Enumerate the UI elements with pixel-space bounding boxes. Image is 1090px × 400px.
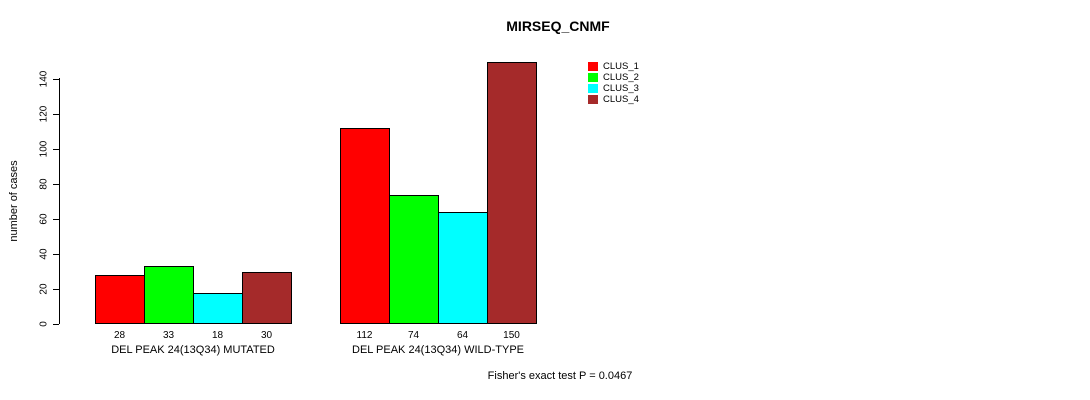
bar-value-label: 112 <box>356 330 373 341</box>
y-tick-mark <box>53 219 59 220</box>
y-tick-label: 20 <box>38 283 50 295</box>
bar-clus_4-group2 <box>487 61 537 324</box>
bar-value-label: 33 <box>162 330 175 341</box>
legend-swatch <box>588 73 598 82</box>
y-tick-label: 0 <box>38 321 50 327</box>
legend-label: CLUS_1 <box>603 61 639 72</box>
legend-item-clus_3: CLUS_3 <box>588 83 639 94</box>
bar-clus_1-group2 <box>340 128 390 324</box>
y-tick-label: 140 <box>38 70 50 88</box>
legend-label: CLUS_2 <box>603 72 639 83</box>
y-tick-mark <box>53 79 59 80</box>
y-tick-label: 60 <box>38 213 50 225</box>
y-tick-label: 120 <box>38 105 50 123</box>
y-tick-mark <box>53 289 59 290</box>
bar-clus_3-group2 <box>438 212 488 324</box>
y-tick-mark <box>53 184 59 185</box>
group-label: DEL PEAK 24(13Q34) WILD-TYPE <box>352 344 524 356</box>
bar-value-label: 74 <box>407 330 420 341</box>
bar-value-label: 64 <box>456 330 469 341</box>
legend-swatch <box>588 62 598 71</box>
legend-swatch <box>588 95 598 104</box>
legend: CLUS_1 CLUS_2 CLUS_3 CLUS_4 <box>588 61 639 105</box>
y-tick-label: 40 <box>38 248 50 260</box>
bar-clus_3-group1 <box>193 292 243 324</box>
legend-item-clus_1: CLUS_1 <box>588 61 639 72</box>
chart-title: MIRSEQ_CNMF <box>506 18 610 34</box>
bar-value-label: 30 <box>260 330 273 341</box>
bar-clus_1-group1 <box>95 275 145 324</box>
y-axis-line <box>59 78 60 324</box>
bar-clus_2-group1 <box>144 266 194 324</box>
y-tick-mark <box>53 254 59 255</box>
bar-clus_4-group1 <box>242 271 292 324</box>
y-tick-label: 80 <box>38 178 50 190</box>
legend-item-clus_2: CLUS_2 <box>588 72 639 83</box>
bar-value-label: 18 <box>211 330 224 341</box>
legend-item-clus_4: CLUS_4 <box>588 94 639 105</box>
bar-value-label: 28 <box>113 330 126 341</box>
y-tick-mark <box>53 149 59 150</box>
y-tick-mark <box>53 114 59 115</box>
legend-label: CLUS_3 <box>603 83 639 94</box>
y-axis-label: number of cases <box>8 160 20 242</box>
bar-value-label: 150 <box>503 330 520 341</box>
y-tick-label: 100 <box>38 140 50 158</box>
legend-label: CLUS_4 <box>603 94 639 105</box>
group-label: DEL PEAK 24(13Q34) MUTATED <box>111 344 275 356</box>
y-tick-mark <box>53 324 59 325</box>
bar-clus_2-group2 <box>389 194 439 324</box>
fisher-test-annotation: Fisher's exact test P = 0.0467 <box>487 370 633 382</box>
legend-swatch <box>588 84 598 93</box>
